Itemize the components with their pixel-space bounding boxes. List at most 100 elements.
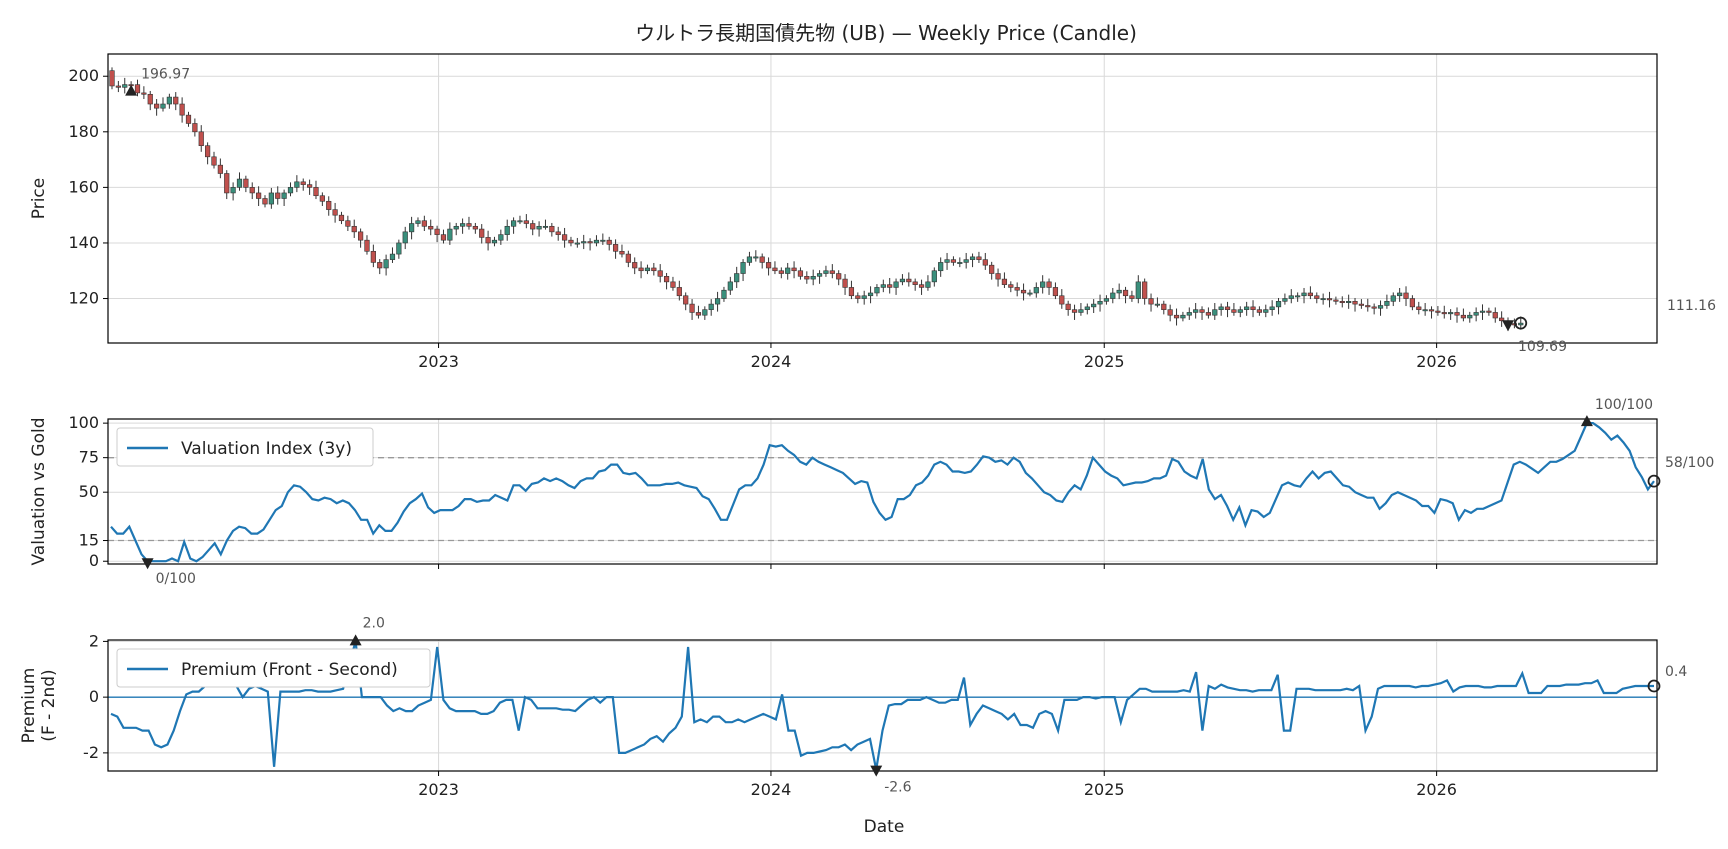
- max-label: 196.97: [141, 67, 190, 83]
- candle-body: [377, 262, 383, 269]
- candle-body: [173, 96, 179, 105]
- candle-body: [536, 225, 542, 230]
- candle-body: [1008, 284, 1014, 288]
- candle-body: [1358, 303, 1364, 306]
- y-tick-label: 180: [68, 122, 99, 141]
- min-marker: [141, 558, 154, 570]
- candle-body: [625, 253, 631, 263]
- candle-body: [1161, 303, 1167, 310]
- candle-body: [351, 225, 357, 233]
- candle-body: [319, 195, 325, 202]
- candle-body: [1231, 309, 1237, 313]
- candle-body: [1282, 298, 1288, 302]
- candle-body: [1040, 281, 1046, 288]
- x-tick-label: 2026: [1416, 780, 1457, 799]
- candle-body: [249, 187, 255, 194]
- candle-body: [389, 253, 396, 260]
- candle-body: [785, 267, 791, 274]
- candle-body: [1448, 312, 1454, 315]
- candle-body: [440, 234, 447, 241]
- chart-title: ウルトラ長期国債先物 (UB) — Weekly Price (Candle): [635, 21, 1137, 45]
- candle-body: [409, 223, 415, 233]
- candle-body: [657, 270, 663, 277]
- candle-body: [1046, 281, 1052, 288]
- candle-body: [1199, 309, 1205, 313]
- plot-frame: [107, 639, 1658, 772]
- candle-body: [1365, 305, 1371, 308]
- candle-body: [1059, 295, 1065, 305]
- candle-body: [893, 281, 899, 288]
- candle-body: [995, 273, 1001, 280]
- candle-body: [275, 192, 281, 199]
- candle-body: [1027, 292, 1033, 295]
- candle-body: [1173, 314, 1180, 319]
- candle-body: [1326, 298, 1333, 301]
- candle-body: [1346, 301, 1352, 304]
- candle-body: [1193, 309, 1199, 313]
- candle-body: [842, 278, 848, 288]
- candle-body: [447, 228, 453, 241]
- candle-body: [1269, 306, 1275, 310]
- candle-body: [205, 145, 211, 158]
- candle-body: [772, 267, 778, 272]
- candle-body: [1135, 281, 1141, 299]
- candle-body: [823, 270, 829, 274]
- x-tick-label: 2025: [1084, 352, 1125, 371]
- candle-body: [415, 220, 421, 224]
- candle-body: [963, 259, 969, 263]
- candle-body: [989, 264, 995, 274]
- candle-body: [587, 241, 593, 244]
- candle-body: [147, 93, 153, 105]
- candle-body: [708, 303, 714, 310]
- candle-body: [1154, 303, 1161, 306]
- candle-body: [606, 239, 612, 245]
- candle-body: [836, 273, 842, 280]
- candle-body: [861, 295, 867, 299]
- max-marker: [125, 84, 138, 96]
- price-axis-label: Price: [29, 178, 49, 219]
- candle-body: [472, 225, 478, 230]
- candle-body: [1333, 299, 1339, 302]
- candle-body: [702, 309, 708, 316]
- y-tick-label: 0: [89, 551, 99, 570]
- candle-body: [428, 225, 434, 230]
- valuation-max-label: 100/100: [1595, 397, 1653, 413]
- candle-body: [1416, 306, 1422, 310]
- candle-body: [300, 181, 306, 185]
- valuation-axis-label: Valuation vs Gold: [29, 417, 49, 565]
- candle-body: [721, 289, 727, 299]
- candle-body: [370, 250, 376, 263]
- candle-body: [1250, 306, 1256, 310]
- candle-body: [1237, 309, 1243, 313]
- candle-body: [1052, 287, 1059, 297]
- candle-body: [491, 239, 498, 244]
- candle-body: [676, 287, 682, 297]
- candle-body: [1001, 278, 1008, 285]
- x-tick-label: 2025: [1084, 780, 1125, 799]
- candle-body: [383, 259, 389, 269]
- candle-body: [230, 187, 236, 194]
- candle-body: [1084, 306, 1090, 310]
- candle-body: [1441, 312, 1447, 315]
- premium-last-label: 0.4: [1665, 664, 1687, 680]
- candle-body: [115, 85, 121, 88]
- candle-body: [727, 281, 733, 291]
- candle-body: [1320, 298, 1326, 301]
- candle-body: [1122, 289, 1129, 297]
- candle-body: [1467, 314, 1473, 319]
- candle-body: [1065, 303, 1071, 310]
- candle-body: [734, 273, 740, 283]
- candle-body: [1186, 312, 1192, 316]
- candle-body: [1397, 292, 1403, 297]
- candle-body: [1473, 312, 1479, 316]
- candle-body: [1454, 312, 1460, 316]
- candle-body: [1129, 295, 1135, 299]
- candle-body: [1499, 317, 1505, 322]
- legend-label: Valuation Index (3y): [181, 439, 352, 459]
- candle-body: [1256, 309, 1263, 313]
- candle-body: [931, 270, 937, 283]
- candle-body: [517, 220, 523, 223]
- price-panel: 2023 2024 2025 2026 120 140 160 180 200 Price 196.…: [29, 53, 1716, 371]
- candle-body: [466, 223, 472, 227]
